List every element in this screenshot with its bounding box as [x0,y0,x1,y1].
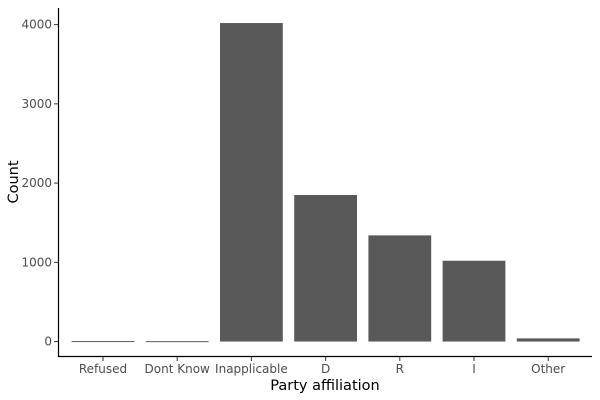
x-tick-label: Dont Know [145,362,211,376]
x-tick-label: Other [531,362,565,376]
bar-inapplicable [220,23,283,342]
y-tick-label: 3000 [21,97,52,111]
y-tick-label: 0 [44,335,52,349]
x-tick-label: D [321,362,330,376]
y-axis-ticks: 0 1000 2000 3000 4000 [21,18,58,349]
bars-group [71,23,580,343]
y-axis-title: Count [6,160,22,203]
bar-i [442,260,506,342]
bar-d [294,194,357,342]
x-axis-title: Party affiliation [270,378,379,394]
bar-r [368,235,432,342]
x-tick-label: Refused [79,362,127,376]
bar-dont-know [145,341,209,343]
bar-other [516,338,580,342]
x-tick-label: Inapplicable [215,362,288,376]
y-tick-label: 2000 [21,176,52,190]
y-tick-label: 4000 [21,18,52,32]
x-axis-ticks: Refused Dont Know Inapplicable D R I Other [79,357,565,376]
bar-refused [71,341,135,343]
x-tick-label: I [472,362,476,376]
y-tick-label: 1000 [21,255,52,269]
x-tick-label: R [396,362,404,376]
